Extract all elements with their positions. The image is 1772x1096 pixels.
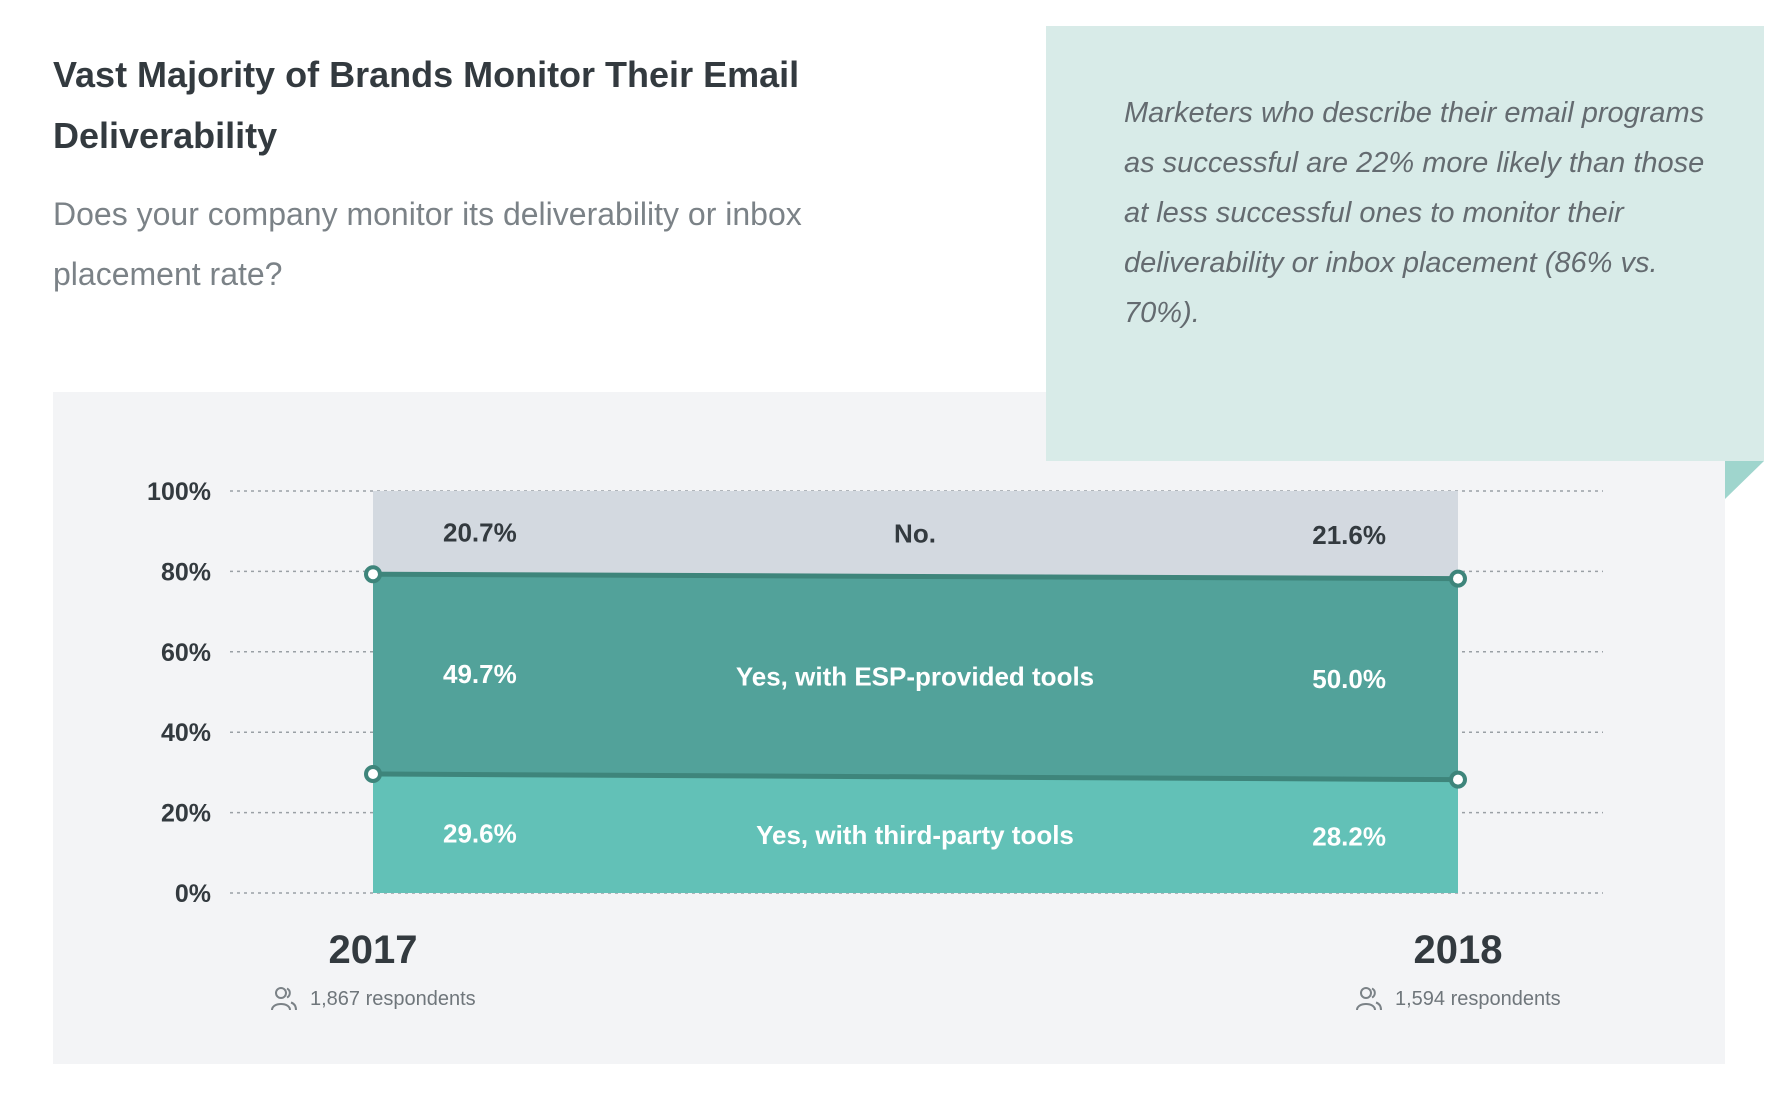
respondents-2017: 1,867 respondents (270, 986, 476, 1012)
y-tick-label: 60% (161, 639, 211, 667)
area-yes-with-third-party-tools (373, 774, 1458, 893)
data-point (364, 565, 382, 584)
callout-text: Marketers who describe their email progr… (1124, 97, 1705, 329)
chart-areas (373, 491, 1458, 893)
people-icon (1356, 987, 1382, 1011)
y-tick-label: 80% (161, 558, 211, 586)
y-tick-label: 0% (175, 880, 211, 908)
chart-divider-lines (364, 565, 1467, 789)
area-yes-with-esp-provided-tools (373, 574, 1458, 780)
boundary-line (372, 571, 1459, 582)
respondents-2018: 1,594 respondents (1355, 986, 1561, 1012)
data-label: 50.0% (1312, 664, 1386, 694)
page-subtitle: Does your company monitor its deliverabi… (53, 196, 802, 292)
area-no (373, 491, 1458, 579)
callout-tail (1725, 461, 1764, 499)
y-axis-ticks: 0% 20% 40% 60% 80% 100% (147, 478, 211, 908)
series-label: No. (894, 519, 936, 549)
respondents-count: 1,594 respondents (1395, 987, 1561, 1010)
x-label-2017: 2017 (328, 928, 418, 972)
people-icon (271, 987, 297, 1011)
y-tick-label: 20% (161, 800, 211, 828)
series-label: Yes, with third-party tools (756, 820, 1074, 850)
data-point (1449, 569, 1467, 588)
data-label: 20.7% (443, 518, 517, 548)
callout-box (1046, 26, 1764, 461)
data-label: 29.6% (443, 819, 517, 849)
y-tick-label: 100% (147, 478, 211, 506)
chart-data-labels: 29.6% Yes, with third-party tools 28.2% 49.… (443, 518, 1386, 852)
series-label: Yes, with ESP-provided tools (736, 662, 1094, 692)
boundary-line (372, 771, 1459, 783)
data-point (364, 765, 382, 784)
x-label-2018: 2018 (1413, 928, 1503, 972)
data-label: 49.7% (443, 659, 517, 689)
page-title: Vast Majority of Brands Monitor Their Em… (53, 54, 800, 156)
data-point (1449, 770, 1467, 789)
respondents-count: 1,867 respondents (310, 987, 476, 1010)
y-tick-label: 40% (161, 719, 211, 747)
data-label: 21.6% (1312, 520, 1386, 550)
data-label: 28.2% (1312, 821, 1386, 851)
